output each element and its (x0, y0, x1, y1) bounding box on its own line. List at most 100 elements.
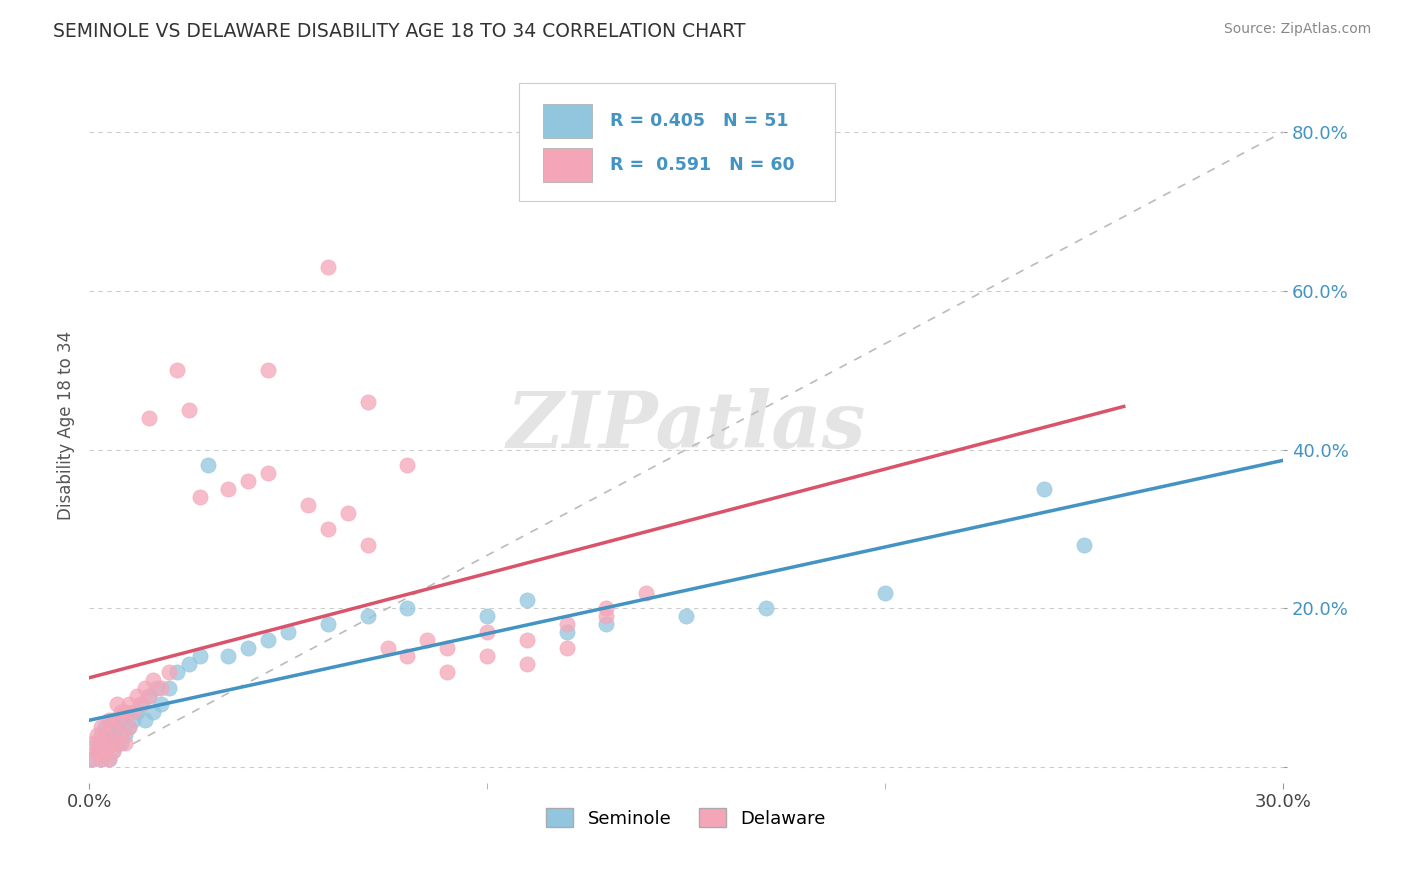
Text: R =  0.591   N = 60: R = 0.591 N = 60 (610, 156, 794, 174)
Point (114, 705, 136, 719)
Point (105, 736, 128, 750)
Point (101, 721, 124, 735)
Point (873, 585, 896, 599)
Point (86, 728, 108, 742)
Point (98, 736, 121, 750)
Point (105, 713, 128, 727)
Point (149, 681, 172, 695)
FancyBboxPatch shape (519, 83, 835, 201)
Text: Source: ZipAtlas.com: Source: ZipAtlas.com (1223, 22, 1371, 37)
Point (114, 736, 136, 750)
Point (114, 728, 136, 742)
Point (516, 593, 538, 607)
Point (118, 721, 141, 735)
Point (396, 458, 419, 473)
Point (105, 697, 128, 711)
Point (86, 744, 108, 758)
Point (297, 498, 319, 512)
Point (94, 721, 117, 735)
Point (90, 744, 112, 758)
Point (217, 648, 239, 663)
Point (377, 641, 399, 656)
Point (555, 641, 578, 656)
Point (238, 475, 260, 489)
Point (277, 625, 299, 640)
Point (595, 601, 617, 615)
Point (316, 522, 339, 536)
Point (121, 705, 143, 719)
Point (190, 648, 212, 663)
Point (90, 721, 112, 735)
Point (636, 585, 658, 599)
Point (94, 736, 117, 750)
Point (316, 260, 339, 274)
Point (436, 641, 458, 656)
Point (101, 728, 124, 742)
Point (516, 657, 538, 671)
Point (110, 713, 132, 727)
Point (197, 458, 219, 473)
Point (595, 617, 617, 632)
Point (142, 673, 165, 687)
Point (190, 490, 212, 504)
Point (1033, 483, 1056, 497)
Point (238, 641, 260, 656)
Point (755, 601, 778, 615)
Point (416, 633, 439, 648)
Point (129, 697, 152, 711)
Point (217, 483, 239, 497)
Point (316, 617, 339, 632)
Text: ZIPatlas: ZIPatlas (506, 387, 866, 464)
Point (94, 744, 117, 758)
Point (90, 728, 112, 742)
Point (166, 665, 188, 679)
Point (134, 713, 156, 727)
Point (94, 728, 117, 742)
Point (98, 736, 121, 750)
Point (82, 752, 104, 766)
Point (118, 697, 141, 711)
Point (138, 689, 160, 703)
Point (142, 705, 165, 719)
Point (356, 538, 378, 552)
Point (675, 609, 697, 624)
Point (105, 721, 128, 735)
Point (396, 648, 419, 663)
Point (101, 744, 124, 758)
Point (125, 705, 148, 719)
Point (1073, 538, 1095, 552)
Point (82, 752, 104, 766)
Point (475, 609, 498, 624)
Text: R = 0.405   N = 51: R = 0.405 N = 51 (610, 112, 789, 129)
Point (356, 395, 378, 409)
Point (595, 609, 617, 624)
Point (98, 728, 121, 742)
Point (336, 506, 359, 520)
Point (138, 410, 160, 425)
Point (90, 752, 112, 766)
Point (555, 617, 578, 632)
Point (257, 633, 280, 648)
Y-axis label: Disability Age 18 to 34: Disability Age 18 to 34 (58, 331, 75, 520)
Point (475, 625, 498, 640)
Point (436, 665, 458, 679)
Point (82, 736, 104, 750)
Point (98, 752, 121, 766)
FancyBboxPatch shape (543, 148, 592, 182)
Point (118, 721, 141, 735)
Text: SEMINOLE VS DELAWARE DISABILITY AGE 18 TO 34 CORRELATION CHART: SEMINOLE VS DELAWARE DISABILITY AGE 18 T… (53, 22, 747, 41)
Point (177, 403, 200, 417)
Point (138, 689, 160, 703)
Point (90, 752, 112, 766)
Point (94, 744, 117, 758)
Point (121, 713, 143, 727)
Point (396, 601, 419, 615)
Point (157, 665, 180, 679)
Point (149, 697, 172, 711)
Point (101, 713, 124, 727)
Point (110, 705, 132, 719)
Point (145, 681, 167, 695)
Point (134, 681, 156, 695)
Point (356, 609, 378, 624)
Point (129, 697, 152, 711)
